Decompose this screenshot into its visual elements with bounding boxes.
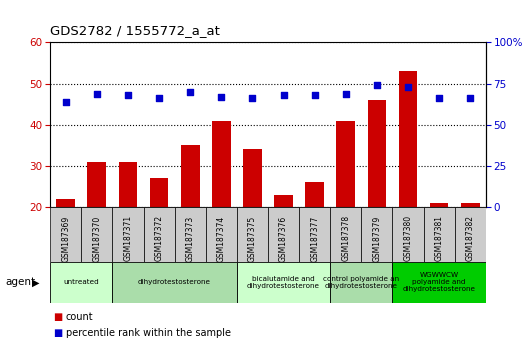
- Text: GSM187376: GSM187376: [279, 215, 288, 262]
- Point: [248, 96, 257, 101]
- Point: [373, 82, 381, 88]
- Bar: [50, 207, 81, 262]
- Bar: [56, 199, 75, 290]
- Point: [342, 91, 350, 96]
- Bar: [392, 207, 423, 262]
- Text: GSM187373: GSM187373: [186, 215, 195, 262]
- Point: [92, 91, 101, 96]
- Point: [435, 96, 444, 101]
- Text: control polyamide an
dihydrotestosterone: control polyamide an dihydrotestosterone: [323, 276, 399, 289]
- Text: GSM187380: GSM187380: [403, 215, 412, 262]
- Bar: [361, 207, 392, 262]
- Bar: [423, 207, 455, 262]
- Text: GSM187372: GSM187372: [155, 215, 164, 262]
- Bar: [206, 207, 237, 262]
- Text: GSM187381: GSM187381: [435, 215, 444, 261]
- Bar: [237, 207, 268, 262]
- Text: GSM187369: GSM187369: [61, 215, 70, 262]
- Bar: [367, 100, 386, 290]
- Bar: [392, 262, 486, 303]
- Text: GSM187375: GSM187375: [248, 215, 257, 262]
- Point: [217, 94, 225, 99]
- Bar: [112, 207, 144, 262]
- Text: GSM187371: GSM187371: [124, 215, 133, 262]
- Point: [279, 92, 288, 98]
- Text: ▶: ▶: [32, 277, 40, 287]
- Bar: [237, 262, 330, 303]
- Text: GSM187370: GSM187370: [92, 215, 101, 262]
- Bar: [119, 162, 137, 290]
- Text: GDS2782 / 1555772_a_at: GDS2782 / 1555772_a_at: [50, 24, 220, 37]
- Bar: [212, 121, 231, 290]
- Point: [61, 99, 70, 104]
- Bar: [430, 203, 448, 290]
- Bar: [299, 207, 330, 262]
- Bar: [181, 145, 200, 290]
- Bar: [112, 262, 237, 303]
- Bar: [150, 178, 168, 290]
- Text: GSM187382: GSM187382: [466, 215, 475, 261]
- Bar: [50, 262, 112, 303]
- Text: agent: agent: [5, 277, 35, 287]
- Bar: [330, 207, 361, 262]
- Text: count: count: [66, 312, 93, 322]
- Bar: [399, 71, 417, 290]
- Text: percentile rank within the sample: percentile rank within the sample: [66, 328, 231, 338]
- Point: [186, 89, 194, 95]
- Text: GSM187374: GSM187374: [217, 215, 226, 262]
- Text: dihydrotestosterone: dihydrotestosterone: [138, 279, 211, 285]
- Bar: [175, 207, 206, 262]
- Point: [466, 96, 475, 101]
- Bar: [455, 207, 486, 262]
- Point: [310, 92, 319, 98]
- Bar: [336, 121, 355, 290]
- Text: ■: ■: [53, 312, 62, 322]
- Bar: [144, 207, 175, 262]
- Text: WGWWCW
polyamide and
dihydrotestosterone: WGWWCW polyamide and dihydrotestosterone: [402, 272, 476, 292]
- Point: [155, 96, 163, 101]
- Bar: [274, 195, 293, 290]
- Point: [404, 84, 412, 90]
- Text: GSM187377: GSM187377: [310, 215, 319, 262]
- Bar: [88, 162, 106, 290]
- Bar: [330, 262, 392, 303]
- Text: GSM187379: GSM187379: [372, 215, 381, 262]
- Text: bicalutamide and
dihydrotestosterone: bicalutamide and dihydrotestosterone: [247, 276, 320, 289]
- Bar: [243, 149, 262, 290]
- Bar: [268, 207, 299, 262]
- Bar: [461, 203, 479, 290]
- Point: [124, 92, 132, 98]
- Text: untreated: untreated: [63, 279, 99, 285]
- Text: ■: ■: [53, 328, 62, 338]
- Bar: [81, 207, 112, 262]
- Text: GSM187378: GSM187378: [341, 215, 350, 262]
- Bar: [305, 182, 324, 290]
